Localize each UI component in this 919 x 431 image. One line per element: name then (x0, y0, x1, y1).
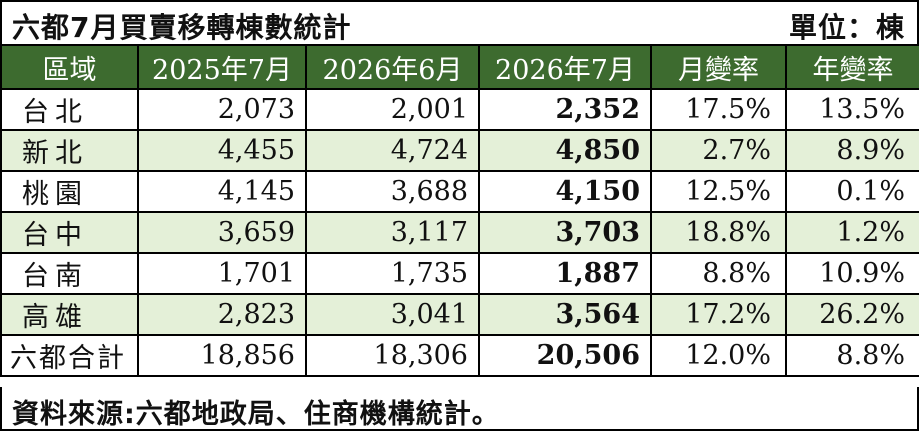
header-row: 區域 2025年7月 2026年6月 2026年7月 月變率 年變率 (0, 44, 919, 90)
cell-total-yoy: 8.8% (785, 334, 919, 377)
cell-2026-07: 4,150 (478, 170, 652, 213)
footer-row: 資料來源:六都地政局、住商機構統計。 (0, 387, 919, 431)
cell-region: 桃園 (0, 170, 139, 213)
cell-yoy: 10.9% (785, 252, 919, 295)
cell-region: 台中 (0, 211, 139, 254)
column-header-2026-06: 2026年6月 (305, 44, 480, 90)
cell-region-total: 六都合計 (0, 334, 139, 377)
column-header-region: 區域 (0, 44, 139, 90)
cell-yoy: 0.1% (785, 170, 919, 213)
cell-2026-06: 3,041 (305, 293, 480, 336)
cell-2025-07: 3,659 (137, 211, 307, 254)
cell-total-2025-07: 18,856 (137, 334, 307, 377)
source-note: 資料來源:六都地政局、住商機構統計。 (12, 399, 500, 430)
cell-2025-07: 2,823 (137, 293, 307, 336)
cell-2025-07: 4,455 (137, 129, 307, 172)
cell-2026-07: 3,703 (478, 211, 652, 254)
cell-2025-07: 4,145 (137, 170, 307, 213)
total-row: 六都合計 18,856 18,306 20,506 12.0% 8.8% (0, 334, 919, 377)
cell-region: 新北 (0, 129, 139, 172)
cell-yoy: 1.2% (785, 211, 919, 254)
cell-2025-07: 1,701 (137, 252, 307, 295)
cell-yoy: 13.5% (785, 88, 919, 131)
cell-mom: 2.7% (650, 129, 787, 172)
column-header-mom: 月變率 (650, 44, 787, 90)
transfer-table: 區域 2025年7月 2026年6月 2026年7月 月變率 年變率 台北 2,… (0, 44, 919, 377)
cell-2026-07: 3,564 (478, 293, 652, 336)
cell-yoy: 8.9% (785, 129, 919, 172)
cell-mom: 18.8% (650, 211, 787, 254)
cell-2026-06: 3,117 (305, 211, 480, 254)
cell-mom: 17.5% (650, 88, 787, 131)
cell-2026-06: 4,724 (305, 129, 480, 172)
table-row: 高雄 2,823 3,041 3,564 17.2% 26.2% (0, 293, 919, 336)
cell-2026-07: 4,850 (478, 129, 652, 172)
cell-region: 高雄 (0, 293, 139, 336)
cell-yoy: 26.2% (785, 293, 919, 336)
cell-2025-07: 2,073 (137, 88, 307, 131)
cell-mom: 8.8% (650, 252, 787, 295)
cell-total-2026-07: 20,506 (478, 334, 652, 377)
table-title: 六都7月買賣移轉棟數統計 (12, 11, 352, 44)
title-row: 六都7月買賣移轉棟數統計 單位：棟 (0, 0, 919, 44)
cell-2026-06: 1,735 (305, 252, 480, 295)
cell-2026-06: 3,688 (305, 170, 480, 213)
column-header-yoy: 年變率 (785, 44, 919, 90)
table-row: 桃園 4,145 3,688 4,150 12.5% 0.1% (0, 170, 919, 213)
table-row: 台南 1,701 1,735 1,887 8.8% 10.9% (0, 252, 919, 295)
cell-region: 台南 (0, 252, 139, 295)
cell-2026-07: 2,352 (478, 88, 652, 131)
cell-total-2026-06: 18,306 (305, 334, 480, 377)
column-header-2026-07: 2026年7月 (478, 44, 652, 90)
cell-2026-06: 2,001 (305, 88, 480, 131)
cell-mom: 12.5% (650, 170, 787, 213)
cell-mom: 17.2% (650, 293, 787, 336)
column-header-2025-07: 2025年7月 (137, 44, 307, 90)
table-row: 新北 4,455 4,724 4,850 2.7% 8.9% (0, 129, 919, 172)
table-row: 台北 2,073 2,001 2,352 17.5% 13.5% (0, 88, 919, 131)
cell-2026-07: 1,887 (478, 252, 652, 295)
table-row: 台中 3,659 3,117 3,703 18.8% 1.2% (0, 211, 919, 254)
cell-total-mom: 12.0% (650, 334, 787, 377)
cell-region: 台北 (0, 88, 139, 131)
unit-label: 單位：棟 (788, 11, 905, 44)
